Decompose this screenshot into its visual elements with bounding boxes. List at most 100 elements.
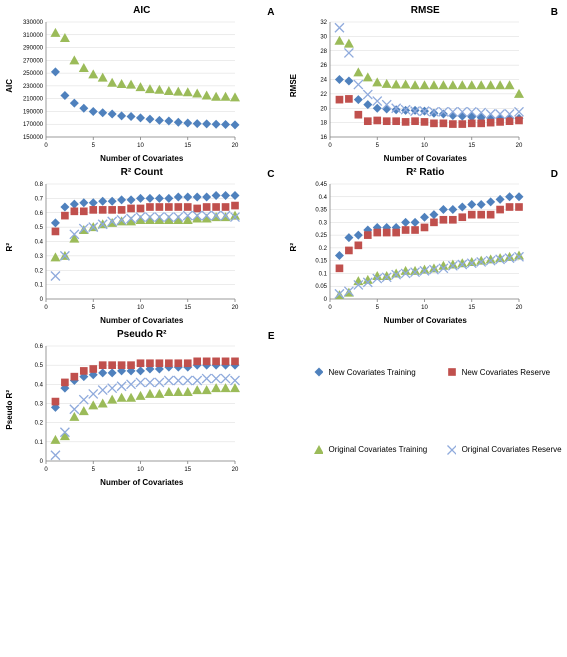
svg-text:290000: 290000: [23, 46, 44, 52]
x-axis-label: Number of Covariates: [5, 154, 279, 163]
svg-text:0: 0: [328, 143, 332, 149]
legend-item-orig_train: Original Covariates Training: [313, 413, 428, 488]
svg-text:20: 20: [232, 143, 239, 149]
x-axis-label: Number of Covariates: [5, 478, 279, 487]
chart-svg-c: 00.10.20.30.40.50.60.70.805101520: [16, 180, 241, 315]
svg-text:0.1: 0.1: [318, 271, 327, 277]
svg-text:20: 20: [232, 467, 239, 473]
svg-text:5: 5: [375, 305, 379, 311]
svg-text:5: 5: [375, 143, 379, 149]
svg-text:20: 20: [515, 305, 522, 311]
panel-title: Pseudo R²: [5, 329, 279, 340]
svg-text:0.7: 0.7: [35, 196, 44, 202]
svg-text:0.35: 0.35: [315, 208, 327, 214]
panel-title: AIC: [5, 5, 279, 16]
svg-text:26: 26: [320, 63, 327, 69]
panel-e: E Pseudo R² Pseudo R² 00.10.20.30.40.50.…: [5, 329, 279, 487]
svg-text:0.2: 0.2: [318, 246, 327, 252]
svg-text:20: 20: [232, 305, 239, 311]
panel-title: R² Count: [5, 167, 279, 178]
svg-text:20: 20: [320, 106, 327, 112]
panel-c: C R² Count R² 0 0.1 0.2 0.3 0.4 0.5 0.6 0.7 0.8 0…: [5, 167, 279, 325]
svg-text:230000: 230000: [23, 84, 44, 90]
svg-text:15: 15: [184, 143, 191, 149]
svg-text:0.45: 0.45: [315, 182, 327, 188]
svg-text:0.5: 0.5: [35, 363, 44, 369]
svg-text:15: 15: [468, 143, 475, 149]
panel-title: R² Ratio: [289, 167, 563, 178]
svg-text:0.3: 0.3: [35, 402, 44, 408]
panel-letter: C: [267, 169, 274, 180]
svg-text:0.4: 0.4: [318, 195, 327, 201]
svg-text:0.4: 0.4: [35, 240, 44, 246]
svg-text:330000: 330000: [23, 20, 44, 26]
svg-text:10: 10: [137, 143, 144, 149]
svg-text:5: 5: [92, 143, 96, 149]
svg-text:5: 5: [92, 467, 96, 473]
svg-text:0: 0: [328, 305, 332, 311]
legend-label: New Covariates Training: [329, 368, 416, 377]
panel-title: RMSE: [289, 5, 563, 16]
svg-text:310000: 310000: [23, 33, 44, 39]
svg-text:30: 30: [320, 34, 327, 40]
diamond-icon: [313, 367, 323, 377]
svg-text:18: 18: [320, 121, 327, 127]
svg-text:270000: 270000: [23, 58, 44, 64]
svg-text:0: 0: [44, 305, 48, 311]
panel-d: D R² Ratio R² 00.050.10.150.20.250.30.35…: [289, 167, 563, 325]
svg-text:10: 10: [421, 143, 428, 149]
svg-text:0: 0: [40, 297, 44, 303]
svg-text:24: 24: [320, 78, 327, 84]
svg-text:0.6: 0.6: [35, 211, 44, 217]
y-axis-label: AIC: [5, 79, 14, 93]
svg-text:170000: 170000: [23, 122, 44, 128]
panel-letter: D: [551, 169, 558, 180]
panel-letter: B: [551, 7, 558, 18]
svg-text:28: 28: [320, 49, 327, 55]
x-axis-label: Number of Covariates: [5, 316, 279, 325]
svg-text:210000: 210000: [23, 97, 44, 103]
svg-text:0.1: 0.1: [35, 440, 44, 446]
triangle-icon: [313, 445, 323, 455]
svg-text:0.1: 0.1: [35, 283, 44, 289]
y-axis-label: R²: [5, 243, 14, 251]
svg-text:0.3: 0.3: [35, 254, 44, 260]
svg-text:150000: 150000: [23, 135, 44, 141]
svg-text:250000: 250000: [23, 71, 44, 77]
y-axis-label: RMSE: [289, 74, 298, 97]
svg-text:0: 0: [44, 467, 48, 473]
svg-text:5: 5: [92, 305, 96, 311]
x-icon: [446, 445, 456, 455]
svg-text:0.25: 0.25: [315, 233, 327, 239]
panel-grid: A AIC AIC 150000170000190000210000230000…: [5, 5, 562, 487]
y-axis-label: R²: [289, 243, 298, 251]
svg-text:15: 15: [184, 305, 191, 311]
legend-item-new_train: New Covariates Training: [313, 335, 428, 410]
svg-text:10: 10: [421, 305, 428, 311]
svg-text:15: 15: [468, 305, 475, 311]
svg-text:20: 20: [515, 143, 522, 149]
svg-text:0.2: 0.2: [35, 268, 44, 274]
legend-item-orig_res: Original Covariates Reserve: [446, 413, 562, 488]
legend: New Covariates Training New Covariates Re…: [289, 335, 563, 487]
svg-text:0: 0: [44, 143, 48, 149]
y-axis-label: Pseudo R²: [5, 390, 14, 430]
legend-label: Original Covariates Reserve: [462, 445, 562, 454]
svg-text:0: 0: [40, 459, 44, 465]
svg-text:15: 15: [184, 467, 191, 473]
svg-text:0.8: 0.8: [35, 182, 44, 188]
panel-letter: A: [267, 7, 274, 18]
panel-a: A AIC AIC 150000 170000 190000 210000 230000…: [5, 5, 279, 163]
svg-text:0.5: 0.5: [35, 225, 44, 231]
svg-text:10: 10: [137, 467, 144, 473]
square-icon: [446, 367, 456, 377]
panel-letter: E: [268, 331, 275, 342]
svg-text:22: 22: [320, 92, 327, 98]
svg-text:190000: 190000: [23, 109, 44, 115]
chart-svg-d: 00.050.10.150.20.250.30.350.40.450510152…: [300, 180, 525, 315]
svg-text:0.4: 0.4: [35, 382, 44, 388]
x-axis-label: Number of Covariates: [289, 154, 563, 163]
legend-label: New Covariates Reserve: [462, 368, 550, 377]
panel-b: B RMSE RMSE 16182022242628303205101520 N…: [289, 5, 563, 163]
svg-text:0.6: 0.6: [35, 344, 44, 350]
